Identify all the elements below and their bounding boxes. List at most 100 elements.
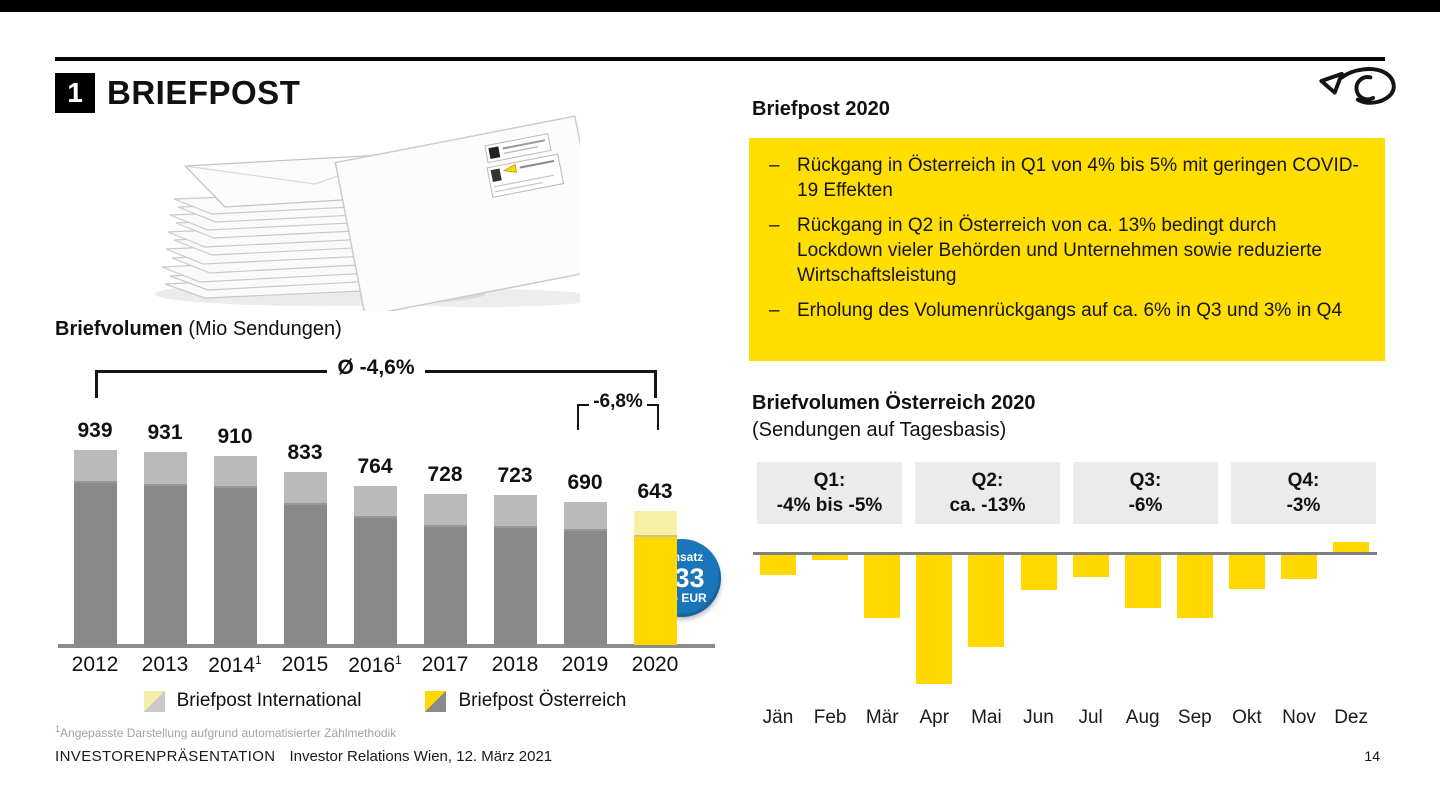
x-axis-year-label: 20161 xyxy=(348,653,402,677)
yearly-bar xyxy=(73,450,117,645)
x-axis-month-label: Mai xyxy=(971,707,1002,728)
monthly-chart-subtitle: (Sendungen auf Tagesbasis) xyxy=(752,419,1007,441)
x-axis-month-label: Okt xyxy=(1232,707,1262,728)
x-axis-month-label: Apr xyxy=(919,707,950,728)
x-axis-month-label: Feb xyxy=(813,707,847,728)
yoy-change-bracket: -6,8% xyxy=(577,391,660,430)
segment-international xyxy=(633,511,677,537)
x-axis-month-label: Sep xyxy=(1177,707,1212,728)
yearly-bar xyxy=(493,494,537,645)
legend-item: Briefpost International xyxy=(143,690,361,712)
segment-oesterreich xyxy=(73,482,117,645)
monthly-bar xyxy=(864,555,901,618)
section-number: 1 xyxy=(67,77,83,108)
segment-international xyxy=(73,450,117,483)
monthly-chart-title: Briefvolumen Österreich 2020 xyxy=(752,392,1036,414)
bullet-item: – Rückgang in Q2 in Österreich von ca. 13… xyxy=(769,213,1367,288)
footer-presentation-label: INVESTORENPRÄSENTATION xyxy=(55,748,276,765)
bullet-item: – Rückgang in Österreich in Q1 von 4% bis… xyxy=(769,153,1367,203)
bar-value-label: 723 xyxy=(497,463,533,487)
slide-footer: INVESTORENPRÄSENTATION Investor Relation… xyxy=(55,748,552,765)
x-axis-year-label: 2012 xyxy=(71,653,119,676)
segment-oesterreich xyxy=(143,485,187,645)
footnote-marker: 1 xyxy=(55,724,61,734)
footnote: 1Angepasste Darstellung aufgrund automat… xyxy=(55,724,396,740)
footnote-text: Angepasste Darstellung aufgrund automati… xyxy=(60,726,397,740)
yearly-chart-title-bold: Briefvolumen xyxy=(55,318,183,340)
yearly-bar xyxy=(563,501,607,645)
monthly-bar xyxy=(1176,555,1213,618)
quarter-value: ca. -13% xyxy=(949,495,1026,516)
yearly-chart-axis xyxy=(58,644,715,648)
bullet-dash: – xyxy=(769,155,780,176)
yearly-bar xyxy=(423,493,467,645)
bar-value-label: 833 xyxy=(287,441,323,464)
segment-international xyxy=(353,486,397,519)
segment-oesterreich xyxy=(283,504,327,645)
segment-international xyxy=(493,494,537,528)
quarter-name: Q3: xyxy=(1129,470,1162,491)
yearly-chart-title: Briefvolumen (Mio Sendungen) xyxy=(55,318,342,341)
segment-international xyxy=(213,456,257,488)
bar-value-label: 910 xyxy=(217,425,253,449)
bar-value-label: 690 xyxy=(567,470,603,494)
quarter-name: Q2: xyxy=(971,470,1004,491)
chart-legend: Briefpost International Briefpost Österre… xyxy=(55,690,715,712)
legend-swatch-icon xyxy=(143,690,165,712)
monthly-bar xyxy=(1281,555,1317,579)
average-change-bracket: Ø -4,6% xyxy=(95,356,657,398)
x-axis-year-label: 20141 xyxy=(208,653,262,677)
segment-oesterreich xyxy=(563,530,607,645)
x-axis-month-label: Jän xyxy=(762,707,794,728)
quarter-callout-row: Q1: -4% bis -5% Q2: ca. -13% Q3: -6% Q4: -3% xyxy=(757,462,1376,524)
monthly-chart-axis xyxy=(753,552,1377,555)
bar-value-label: 931 xyxy=(147,420,183,444)
legend-swatch-icon xyxy=(425,690,447,712)
yearly-chart-title-rest: (Mio Sendungen) xyxy=(182,318,342,340)
quarter-value: -4% bis -5% xyxy=(776,495,883,516)
page-number: 14 xyxy=(1364,748,1380,764)
bar-value-label: 939 xyxy=(77,419,113,442)
quarter-callout: Q1: -4% bis -5% xyxy=(757,462,902,524)
bullet-item: – Erholung des Volumenrückgangs auf ca. 6… xyxy=(769,298,1367,323)
envelope-stack-image xyxy=(155,115,580,311)
briefpost-2020-heading: Briefpost 2020 xyxy=(752,98,890,120)
yearly-bar xyxy=(633,511,677,645)
x-axis-month-label: Mär xyxy=(865,707,899,728)
monthly-bar xyxy=(916,555,953,684)
x-axis-year-label: 2019 xyxy=(561,653,609,676)
year-footnote-marker: 1 xyxy=(395,653,402,667)
segment-oesterreich xyxy=(493,527,537,645)
segment-international xyxy=(143,451,187,486)
section-number-badge: 1 xyxy=(55,73,95,113)
monthly-bar xyxy=(1124,555,1161,609)
yearly-bar xyxy=(213,456,257,645)
x-axis-month-label: Aug xyxy=(1125,707,1160,728)
average-change-label: Ø -4,6% xyxy=(337,356,415,379)
x-axis-year-label: 2020 xyxy=(631,653,679,676)
monthly-bar xyxy=(968,555,1005,647)
yearly-bar xyxy=(283,472,327,645)
segment-international xyxy=(423,493,467,527)
bullet-text: Erholung des Volumenrückgangs auf ca. 6%… xyxy=(797,300,1343,321)
bar-value-label: 728 xyxy=(427,462,463,486)
quarter-callout: Q4: -3% xyxy=(1231,462,1376,524)
post-horn-logo-icon xyxy=(1319,67,1396,105)
yearly-bar xyxy=(143,451,187,645)
quarter-name: Q4: xyxy=(1287,470,1320,491)
monthly-bar xyxy=(1020,555,1057,590)
x-axis-year-label: 2015 xyxy=(281,653,329,676)
x-axis-month-label: Dez xyxy=(1334,707,1368,728)
x-axis-year-label: 2013 xyxy=(141,653,189,676)
quarter-name: Q1: xyxy=(813,470,846,491)
segment-oesterreich xyxy=(213,487,257,645)
segment-international xyxy=(283,472,327,505)
bullet-dash: – xyxy=(769,215,780,236)
segment-oesterreich xyxy=(633,536,677,645)
segment-oesterreich xyxy=(423,526,467,645)
monthly-bar xyxy=(760,555,796,576)
x-axis-year-label: 2018 xyxy=(491,653,539,676)
monthly-bar xyxy=(1228,555,1265,590)
bracket-line xyxy=(577,404,590,430)
